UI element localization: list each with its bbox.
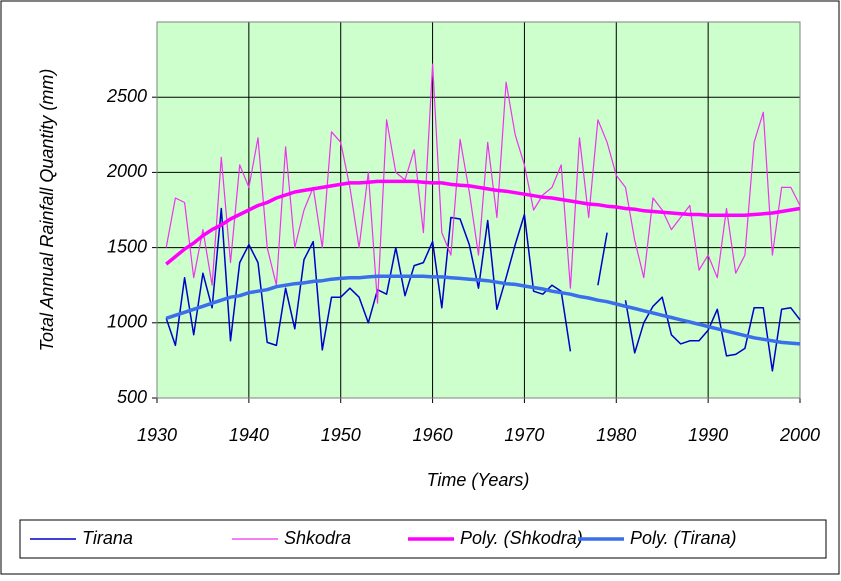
x-tick-label: 1970 — [504, 425, 544, 445]
x-tick-label: 1990 — [688, 425, 728, 445]
legend-label: Tirana — [82, 528, 133, 548]
y-tick-label: 1000 — [107, 312, 147, 332]
y-tick-label: 2500 — [106, 86, 147, 106]
x-tick-label: 1950 — [321, 425, 361, 445]
x-tick-label: 1960 — [413, 425, 453, 445]
x-tick-label: 1940 — [229, 425, 269, 445]
y-tick-label: 500 — [117, 387, 147, 407]
x-tick-label: 1980 — [596, 425, 636, 445]
legend-label: Poly. (Shkodra) — [460, 528, 583, 548]
series-line — [165, 207, 801, 372]
series-line — [165, 179, 801, 266]
series-line — [165, 63, 801, 304]
y-axis-label: Total Annual Rainfall Quantity (mm) — [37, 69, 57, 352]
plot-area — [157, 22, 800, 398]
x-axis-label: Time (Years) — [427, 470, 530, 490]
y-tick-label: 1500 — [107, 236, 147, 256]
y-tick-label: 2000 — [106, 161, 147, 181]
x-tick-label: 1930 — [137, 425, 177, 445]
legend-label: Shkodra — [284, 528, 351, 548]
series-line — [165, 274, 801, 346]
legend-label: Poly. (Tirana) — [630, 528, 737, 548]
x-tick-label: 2000 — [779, 425, 820, 445]
